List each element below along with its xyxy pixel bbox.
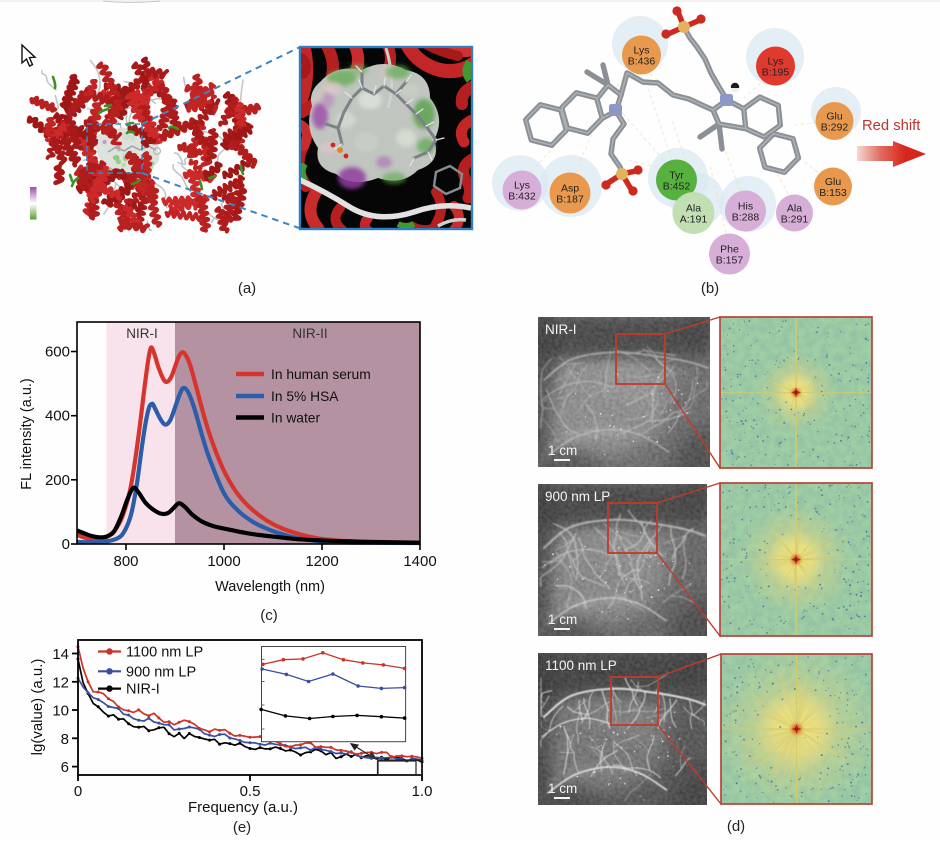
svg-text:(d): (d) <box>727 818 745 835</box>
svg-text:0: 0 <box>74 783 82 800</box>
svg-text:B:153: B:153 <box>819 187 847 199</box>
svg-text:1100 nm LP: 1100 nm LP <box>545 658 617 673</box>
svg-text:(e): (e) <box>233 819 251 836</box>
svg-text:B:452: B:452 <box>663 181 691 193</box>
svg-text:12: 12 <box>52 674 69 691</box>
svg-text:10: 10 <box>52 703 69 720</box>
svg-text:B:291: B:291 <box>781 214 809 226</box>
svg-text:FL intensity (a.u.): FL intensity (a.u.) <box>19 378 35 489</box>
svg-text:900 nm LP: 900 nm LP <box>545 489 610 504</box>
svg-text:In 5% HSA: In 5% HSA <box>271 389 339 404</box>
svg-text:900 nm LP: 900 nm LP <box>126 664 196 680</box>
svg-text:1 cm: 1 cm <box>548 612 577 627</box>
svg-text:6: 6 <box>61 759 69 776</box>
svg-text:8: 8 <box>61 731 69 748</box>
svg-text:B:157: B:157 <box>716 255 744 267</box>
svg-text:1200: 1200 <box>305 553 338 570</box>
svg-text:NIR-I: NIR-I <box>126 682 160 698</box>
svg-text:1400: 1400 <box>403 553 436 570</box>
svg-text:1 cm: 1 cm <box>548 781 577 796</box>
svg-text:600: 600 <box>45 344 70 361</box>
svg-text:lg(value) (a.u.): lg(value) (a.u.) <box>29 659 46 756</box>
svg-text:A:191: A:191 <box>680 214 708 226</box>
svg-text:14: 14 <box>52 646 69 663</box>
svg-text:1000: 1000 <box>207 553 240 570</box>
svg-text:1 cm: 1 cm <box>548 443 577 458</box>
svg-text:In water: In water <box>271 411 320 426</box>
svg-text:1.0: 1.0 <box>412 783 433 800</box>
svg-text:NIR-I: NIR-I <box>545 322 577 337</box>
svg-text:Frequency (a.u.): Frequency (a.u.) <box>188 799 298 816</box>
svg-text:B:187: B:187 <box>556 194 584 206</box>
svg-text:(b): (b) <box>701 280 719 297</box>
svg-text:B:195: B:195 <box>762 67 790 79</box>
svg-text:Wavelength (nm): Wavelength (nm) <box>215 579 325 595</box>
svg-text:(c): (c) <box>260 607 278 624</box>
svg-text:Red shift: Red shift <box>862 118 920 134</box>
svg-text:400: 400 <box>45 408 70 425</box>
svg-text:200: 200 <box>45 472 70 489</box>
svg-text:1100 nm LP: 1100 nm LP <box>126 645 203 661</box>
svg-text:(a): (a) <box>238 280 256 297</box>
svg-text:B:288: B:288 <box>732 212 760 224</box>
svg-text:B:436: B:436 <box>628 56 656 68</box>
svg-text:NIR-II: NIR-II <box>292 326 327 341</box>
svg-text:In human serum: In human serum <box>271 367 371 382</box>
svg-text:0.5: 0.5 <box>240 783 261 800</box>
svg-text:NIR-I: NIR-I <box>126 326 158 341</box>
svg-text:B:432: B:432 <box>508 191 536 203</box>
svg-text:0: 0 <box>62 536 70 553</box>
svg-text:800: 800 <box>113 553 138 570</box>
svg-text:B:292: B:292 <box>821 122 849 134</box>
